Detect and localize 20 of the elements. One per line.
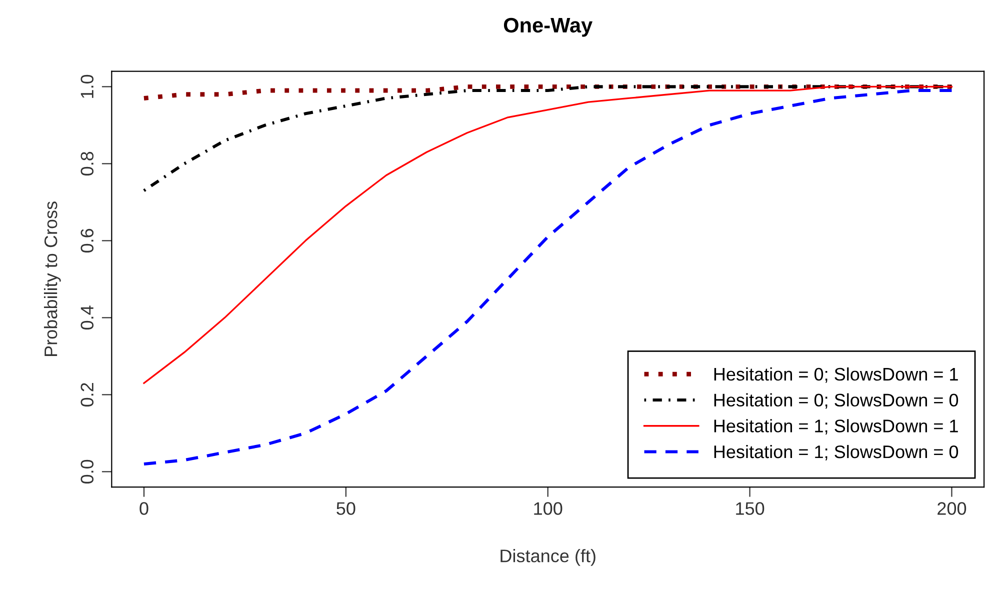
y-tick-label: 1.0 [80, 74, 94, 98]
y-tick-label: 0.6 [80, 228, 94, 253]
x-tick-label: 200 [938, 502, 966, 515]
y-tick-label: 0.8 [80, 152, 94, 176]
legend-label: Hesitation = 0; SlowsDown = 1 [714, 367, 958, 383]
x-tick-label: 150 [736, 502, 764, 515]
y-tick-label: 0.4 [80, 306, 94, 330]
x-tick-label: 50 [336, 502, 356, 515]
y-tick-label: 0.2 [80, 383, 94, 407]
legend-label: Hesitation = 1; SlowsDown = 0 [714, 444, 958, 460]
y-axis-title: Probability to Cross [44, 202, 61, 356]
x-tick-label: 100 [534, 502, 562, 515]
legend-label: Hesitation = 1; SlowsDown = 1 [714, 419, 958, 435]
x-axis-title: Distance (ft) [500, 549, 596, 566]
chart-title: One-Way [504, 18, 592, 37]
line-series [142, 85, 954, 192]
legend-label: Hesitation = 0; SlowsDown = 0 [714, 393, 958, 409]
line-series [142, 84, 954, 100]
y-tick-label: 0.0 [80, 460, 94, 484]
x-tick-label: 0 [140, 502, 148, 515]
